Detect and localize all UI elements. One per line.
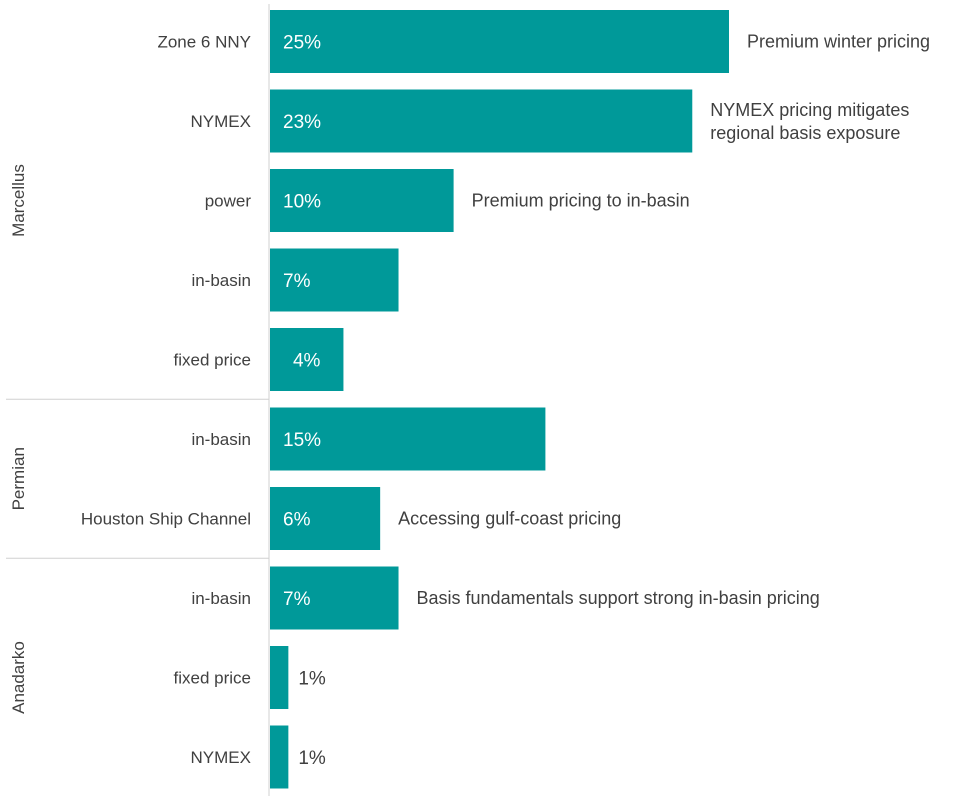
annotation-line: regional basis exposure (710, 123, 900, 143)
annotation: Accessing gulf-coast pricing (398, 509, 621, 529)
category-label: in-basin (191, 589, 251, 608)
data-label: 7% (283, 271, 311, 292)
annotation-line: Premium winter pricing (747, 32, 930, 52)
group-label: Marcellus (9, 164, 28, 237)
category-label: Houston Ship Channel (81, 510, 251, 529)
group-label: Permian (9, 447, 28, 510)
group-separators (6, 398, 269, 559)
bar (270, 89, 693, 153)
annotation-line: Basis fundamentals support strong in-bas… (417, 588, 820, 608)
data-label: 4% (293, 351, 321, 372)
data-label: 7% (283, 589, 311, 610)
bar (270, 725, 289, 789)
category-label: in-basin (191, 430, 251, 449)
category-label: in-basin (191, 271, 251, 290)
data-label: 25% (283, 33, 321, 54)
annotation: NYMEX pricing mitigates regional basis ex… (710, 100, 909, 143)
bar (270, 566, 399, 630)
category-labels: Zone 6 NNY NYMEX power in-basin fixed price i… (81, 33, 251, 768)
category-label: fixed price (174, 669, 251, 688)
bar (270, 248, 399, 312)
bar (270, 407, 546, 471)
annotation: Premium winter pricing (747, 32, 930, 52)
category-label: fixed price (174, 351, 251, 370)
category-label: Zone 6 NNY (157, 33, 251, 52)
bar (270, 646, 289, 709)
annotation: Basis fundamentals support strong in-bas… (417, 588, 820, 608)
category-label: NYMEX (191, 748, 251, 767)
data-label: 1% (298, 748, 326, 769)
annotation-line: Accessing gulf-coast pricing (398, 509, 621, 529)
data-label: 10% (283, 192, 321, 213)
data-label: 6% (283, 510, 311, 531)
data-label: 1% (298, 669, 326, 690)
data-label: 23% (283, 112, 321, 133)
group-label: Anadarko (9, 641, 28, 714)
value-labels: 25% 23% 10% 7% 4% 15% 6% 7% 1% 1% (283, 33, 326, 770)
annotations: Premium winter pricing NYMEX pricing miti… (398, 32, 930, 609)
bar (270, 169, 454, 232)
group-labels: Marcellus Permian Anadarko (9, 164, 28, 714)
annotation-line: NYMEX pricing mitigates (710, 100, 909, 120)
bar (270, 328, 344, 391)
bars (270, 10, 729, 789)
bar (270, 10, 729, 73)
bar (270, 487, 381, 550)
category-label: NYMEX (191, 112, 251, 131)
annotation-line: Premium pricing to in-basin (472, 191, 690, 211)
data-label: 15% (283, 430, 321, 451)
annotation: Premium pricing to in-basin (472, 191, 690, 211)
category-label: power (205, 192, 252, 211)
